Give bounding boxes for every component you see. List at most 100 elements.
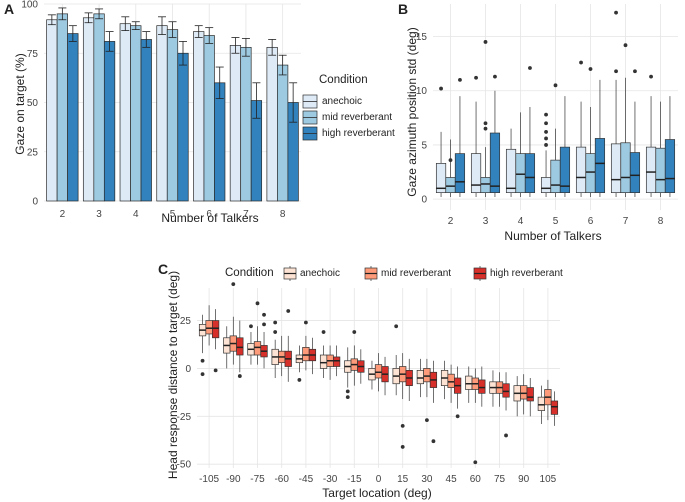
x-tick-label: -105 — [199, 474, 219, 485]
panel-b-x-axis-title: Number of Talkers — [504, 229, 601, 243]
outlier-point — [614, 69, 618, 74]
box-mid-reverberant — [423, 368, 431, 383]
box-mid-reverberant — [515, 153, 526, 194]
box-high-reverberant — [526, 387, 534, 402]
x-tick-label: 4 — [133, 209, 139, 220]
box-anechoic — [645, 146, 657, 194]
x-tick-label: 6 — [588, 216, 594, 227]
outlier-point — [614, 10, 618, 15]
outlier-point — [345, 389, 350, 394]
panel-c-legend-label-high-reverberant: high reverberant — [490, 268, 563, 279]
bar-anechoic — [156, 25, 168, 202]
outlier-point — [262, 322, 266, 327]
x-tick-label: 7 — [623, 216, 629, 227]
box-mid-reverberant — [447, 373, 455, 388]
outlier-point — [458, 77, 462, 82]
panel-label-c: C — [158, 261, 168, 277]
outlier-point — [553, 83, 558, 88]
panel-c-legend-label-mid-reverberant: mid reverberant — [381, 268, 451, 279]
outlier-point — [352, 330, 357, 334]
x-tick-label: -45 — [299, 474, 314, 485]
box-mid-reverberant — [445, 177, 456, 194]
outlier-point — [286, 309, 291, 313]
outlier-point — [425, 418, 429, 423]
outlier-point — [483, 121, 488, 126]
box-mid-reverberant — [205, 320, 213, 335]
box-anechoic — [319, 354, 328, 369]
panel-c-x-axis-title: Target location (deg) — [322, 486, 431, 500]
bar-anechoic — [119, 23, 131, 202]
outlier-point — [455, 414, 460, 419]
panel-a-y-axis-title: Gaze on target (%) — [13, 53, 27, 154]
x-tick-label: 2 — [60, 209, 66, 220]
box-high-reverberant — [212, 320, 220, 339]
box-anechoic — [416, 369, 424, 385]
x-tick-label: -90 — [226, 474, 241, 485]
box-mid-reverberant — [302, 347, 310, 362]
outlier-point — [493, 74, 497, 79]
panel-a-x-axis-title: Number of Talkers — [161, 211, 258, 225]
outlier-point — [579, 60, 583, 65]
y-tick-label: 100 — [21, 0, 38, 11]
x-tick-label: 45 — [446, 474, 458, 485]
outlier-point — [483, 40, 488, 44]
x-tick-label: -30 — [323, 474, 338, 485]
outlier-point — [345, 395, 350, 400]
x-tick-label: 30 — [421, 474, 433, 485]
y-tick-label: 15 — [416, 32, 428, 43]
box-mid-reverberant — [585, 153, 596, 194]
panel-label-b: B — [398, 1, 408, 17]
panel-c-legend: Condition anechoic mid reverberant high … — [225, 266, 563, 281]
x-tick-label: 6 — [206, 209, 212, 220]
panel-b-plot: 0 5 10 15 2 3 4 5 6 7 8 — [416, 4, 678, 227]
outlier-point — [431, 439, 436, 444]
outlier-point — [262, 312, 266, 317]
y-tick-label: 0 — [185, 364, 191, 375]
y-tick-label: -50 — [177, 460, 192, 471]
panel-c-legend-label-anechoic: anechoic — [300, 268, 340, 279]
outlier-point — [231, 282, 236, 287]
panel-b-y-axis-title: Gaze azimuth position std (deg) — [405, 27, 419, 196]
x-tick-label: 4 — [518, 216, 524, 227]
x-tick-label: 3 — [96, 209, 102, 220]
outlier-point — [321, 330, 326, 334]
bar-mid-reverberant — [93, 13, 105, 202]
outlier-point — [544, 130, 548, 134]
panel-a-plot: 0 25 50 75 100 2 3 4 5 6 7 8 — [21, 0, 301, 220]
box-anechoic — [470, 153, 482, 194]
outlier-point — [504, 433, 508, 438]
y-tick-label: 25 — [27, 147, 39, 158]
bar-mid-reverberant — [240, 46, 252, 202]
bar-anechoic — [266, 46, 278, 202]
x-tick-label: 90 — [518, 474, 530, 485]
bar-mid-reverberant — [166, 29, 179, 202]
bar-high-reverberant — [214, 82, 226, 202]
outlier-point — [237, 374, 242, 378]
box-high-reverberant — [489, 132, 501, 194]
bar-anechoic — [82, 17, 95, 202]
box-high-reverberant — [502, 383, 510, 398]
outlier-point — [649, 74, 653, 79]
y-tick-label: 25 — [180, 316, 192, 327]
x-tick-label: 0 — [376, 474, 382, 485]
outlier-point — [213, 368, 218, 373]
outlier-point — [439, 86, 443, 91]
x-tick-label: 7 — [243, 209, 249, 220]
box-mid-reverberant — [253, 341, 262, 356]
box-high-reverberant — [550, 400, 559, 415]
x-tick-label: 105 — [540, 474, 557, 485]
box-mid-reverberant — [520, 385, 528, 400]
outlier-point — [273, 330, 278, 334]
box-mid-reverberant — [374, 364, 383, 379]
panel-a-legend-title: Condition — [319, 74, 368, 86]
panel-c-plot: 25 0 -25 -50 -105 -90 -75 -60 -45 -30 -15 0 15 30 45 60… — [177, 282, 560, 485]
panel-a-legend-label-anechoic: anechoic — [322, 96, 362, 107]
x-tick-label: 75 — [494, 474, 506, 485]
box-anechoic — [537, 396, 545, 411]
panel-label-a: A — [4, 1, 14, 17]
bar-anechoic — [229, 45, 242, 202]
outlier-point — [474, 75, 478, 80]
outlier-point — [200, 358, 205, 363]
outlier-point — [249, 324, 253, 329]
